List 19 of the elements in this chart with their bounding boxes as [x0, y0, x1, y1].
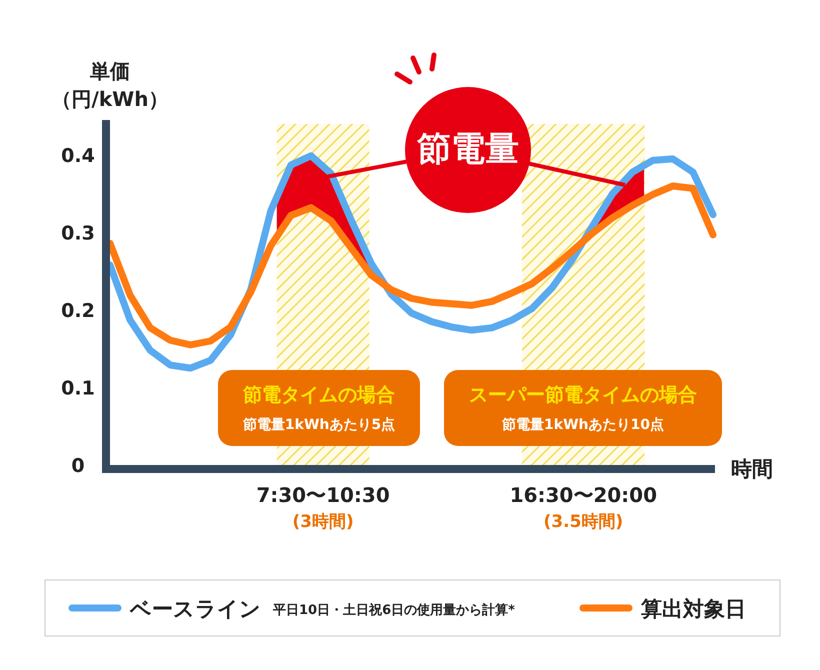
text: 平日10日・土日祝6日の使用量から計算*: [272, 602, 516, 618]
text: 7:30〜10:30: [256, 483, 390, 507]
text: (3時間): [292, 512, 354, 532]
annotation: 節電量: [416, 129, 519, 169]
annotation: スーパー節電タイムの場合: [469, 384, 697, 406]
text: 16:30〜20:00: [510, 483, 658, 507]
annotation: 節電量1kWhあたり10点: [501, 417, 664, 433]
y-tick-label: 0.2: [61, 300, 95, 322]
text: (3.5時間): [544, 512, 624, 532]
y-tick-label: 0: [71, 455, 85, 477]
y-tick-label: 0.4: [61, 145, 95, 167]
annotation: 節電量1kWhあたり5点: [242, 417, 396, 433]
y-axis-title: 単価（円/kWh）: [52, 59, 168, 111]
x-axis-title: 時間: [731, 457, 773, 481]
legend-label: 算出対象日: [640, 597, 746, 621]
annotation: 節電タイムの場合: [242, 384, 395, 406]
legend-label: ベースライン: [129, 597, 261, 621]
y-tick-label: 0.3: [61, 222, 95, 244]
y-tick-label: 0.1: [61, 378, 95, 400]
